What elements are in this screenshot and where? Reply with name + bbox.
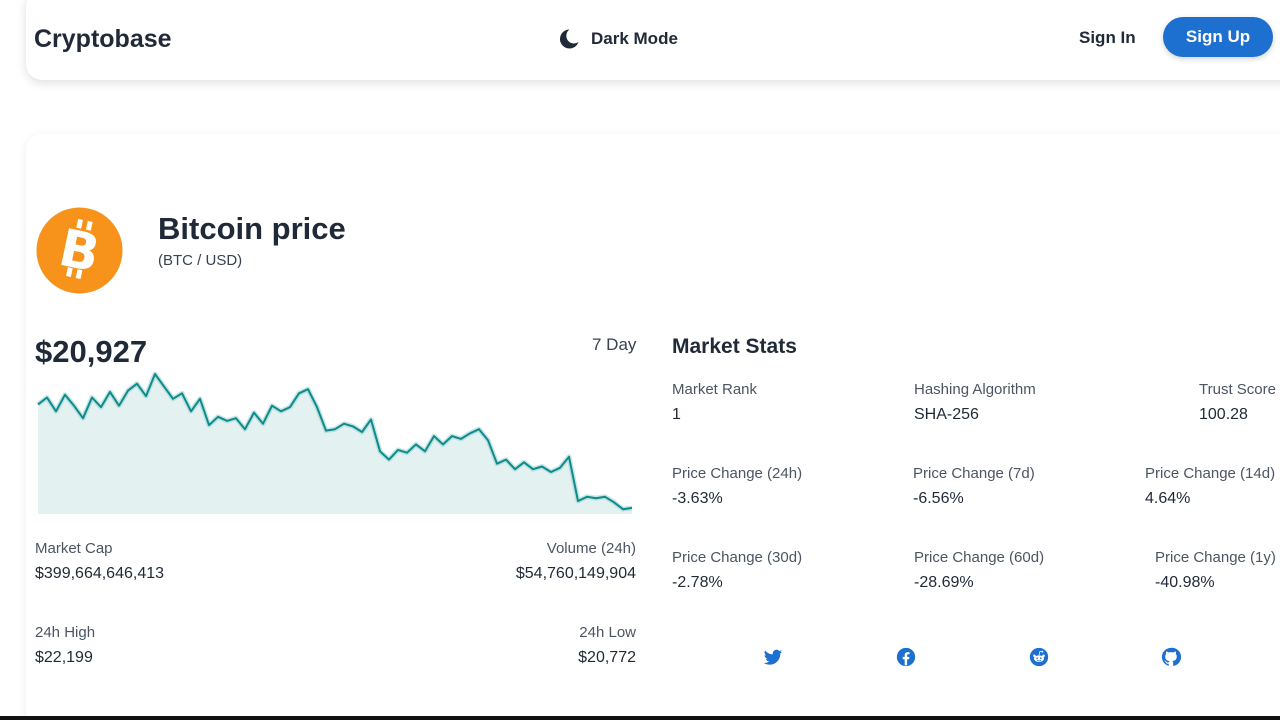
price-change-7d-label: Price Change (7d)	[913, 465, 1035, 482]
price-change-1y-value: -40.98%	[1155, 574, 1215, 591]
price-change-60d-value: -28.69%	[914, 574, 974, 591]
market-stats-title: Market Stats	[672, 335, 797, 358]
coin-title: Bitcoin price	[158, 211, 346, 246]
price-change-14d-label: Price Change (14d)	[1145, 465, 1276, 482]
low-24h-label: 24h Low	[579, 624, 636, 641]
sign-up-button[interactable]: Sign Up	[1163, 17, 1273, 57]
price-change-14d-value: 4.64%	[1145, 490, 1191, 507]
price-change-24h-label: Price Change (24h)	[672, 465, 803, 482]
top-navbar	[26, 0, 1280, 80]
price-sparkline-chart	[36, 371, 633, 514]
sparkline-area	[38, 374, 632, 514]
price-change-30d-label: Price Change (30d)	[672, 549, 803, 566]
github-icon[interactable]	[1161, 647, 1181, 667]
market-cap-value: $399,664,646,413	[35, 565, 165, 582]
brand-logo-text[interactable]: Cryptobase	[34, 25, 172, 53]
price-change-1y-label: Price Change (1y)	[1155, 549, 1276, 566]
trust-score-value: 100.28	[1199, 406, 1248, 423]
twitter-icon[interactable]	[763, 647, 783, 667]
market-rank-label: Market Rank	[672, 381, 758, 398]
price-change-30d-value: -2.78%	[672, 574, 723, 591]
volume-value: $54,760,149,904	[515, 565, 636, 582]
price-change-24h-value: -3.63%	[672, 490, 723, 507]
price-change-7d-value: -6.56%	[913, 490, 964, 507]
high-24h-value: $22,199	[35, 649, 93, 666]
dark-mode-toggle[interactable]: Dark Mode	[557, 26, 678, 52]
low-24h-value: $20,772	[578, 649, 636, 666]
market-cap-label: Market Cap	[35, 540, 113, 557]
facebook-icon[interactable]	[896, 647, 916, 667]
trust-score-label: Trust Score	[1199, 381, 1276, 398]
dark-mode-label: Dark Mode	[591, 29, 678, 48]
sign-in-link[interactable]: Sign In	[1079, 28, 1136, 47]
hashing-algorithm-label: Hashing Algorithm	[914, 381, 1036, 398]
volume-label: Volume (24h)	[546, 540, 636, 557]
chart-range-label: 7 Day	[592, 335, 637, 354]
high-24h-label: 24h High	[35, 624, 96, 641]
price-change-60d-label: Price Change (60d)	[914, 549, 1045, 566]
current-price: $20,927	[35, 334, 148, 369]
reddit-icon[interactable]	[1029, 647, 1049, 667]
hashing-algorithm-value: SHA-256	[914, 406, 979, 423]
bitcoin-icon: B	[36, 207, 123, 294]
moon-icon	[559, 29, 579, 49]
market-rank-value: 1	[672, 406, 681, 423]
sparkline-line	[37, 373, 633, 511]
coin-pair: (BTC / USD)	[158, 252, 243, 269]
screen-bottom-edge	[0, 716, 1280, 720]
